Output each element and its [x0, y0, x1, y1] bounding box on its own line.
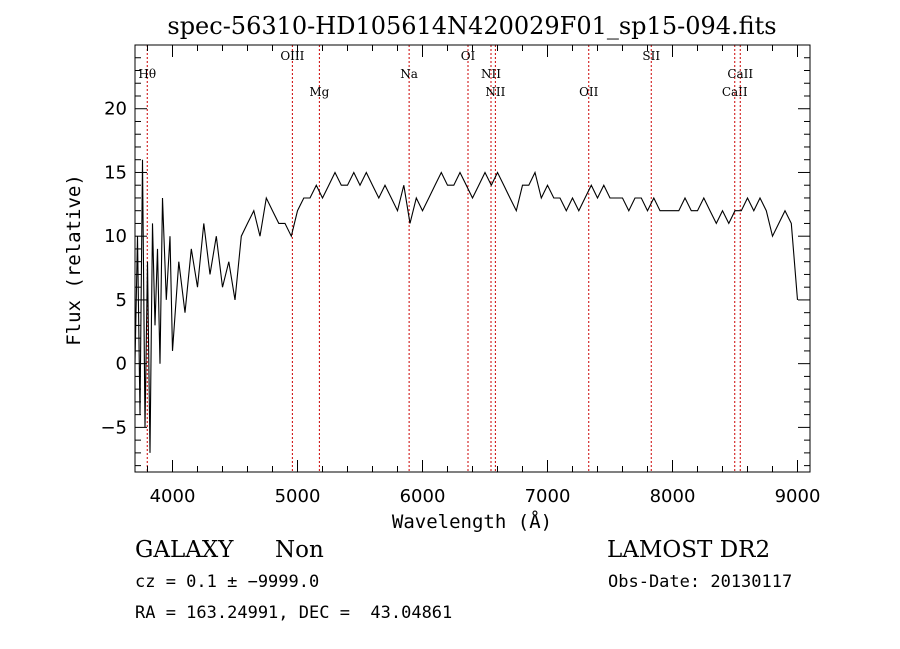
chart-title: spec-56310-HD105614N420029F01_sp15-094.f…	[167, 12, 776, 40]
object-class: GALAXY	[135, 537, 234, 563]
line-label-5: NII	[481, 67, 501, 81]
x-tick-label-4: 8000	[650, 486, 696, 507]
line-label-10: CaII	[727, 67, 753, 81]
x-axis-label: Wavelength (Å)	[392, 510, 552, 533]
line-label-3: Na	[400, 67, 418, 81]
line-label-6: NII	[485, 85, 505, 99]
x-tick-label-5: 9000	[775, 486, 821, 507]
line-label-1: OIII	[280, 49, 304, 63]
plot-frame	[134, 44, 811, 473]
line-label-7: OII	[579, 85, 599, 99]
line-label-8: SII	[642, 49, 660, 63]
x-tick-label-3: 7000	[525, 486, 571, 507]
coordinates: RA = 163.24991, DEC = 43.04861	[135, 603, 453, 623]
survey-name: LAMOST DR2	[607, 537, 771, 563]
axis-ticks: 4000 5000 6000 7000 8000 9000 −5 0 5 10 15 20	[100, 45, 820, 507]
y-tick-label-2: 5	[116, 290, 127, 311]
redshift-cz: cz = 0.1 ± −9999.0	[135, 572, 320, 592]
line-label-0: Hθ	[138, 67, 156, 81]
emission-line-markers: Hθ OIII Mg Na OI NII NII OII SII CaII CaII	[138, 45, 753, 472]
observation-date: Obs-Date: 20130117	[608, 572, 793, 592]
y-tick-label-5: 20	[104, 99, 127, 120]
y-tick-label-0: −5	[100, 417, 127, 438]
y-tick-label-4: 15	[104, 162, 127, 183]
line-label-9: CaII	[722, 85, 748, 99]
x-tick-label-2: 6000	[400, 486, 446, 507]
line-label-2: Mg	[309, 85, 329, 99]
line-label-4: OI	[461, 49, 476, 63]
y-tick-label-3: 10	[104, 226, 127, 247]
x-tick-label-1: 5000	[275, 486, 321, 507]
y-tick-label-1: 0	[116, 354, 127, 375]
object-subclass: Non	[275, 537, 324, 563]
x-tick-label-0: 4000	[150, 486, 196, 507]
y-axis-label: Flux (relative)	[63, 174, 85, 346]
spectrum-series-line	[134, 159, 799, 453]
